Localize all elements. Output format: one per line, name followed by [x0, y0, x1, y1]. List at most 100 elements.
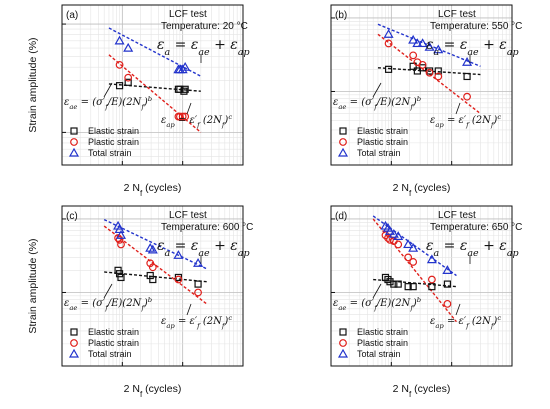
- x-axis-label-subscript: f: [140, 189, 143, 198]
- legend-label: Plastic strain: [88, 137, 139, 147]
- data-point-plastic: [178, 112, 187, 121]
- data-point-plastic: [148, 263, 157, 272]
- data-point-total: [424, 41, 435, 51]
- data-point-total: [114, 35, 125, 45]
- data-point-plastic: [425, 68, 434, 77]
- data-point-total: [442, 265, 453, 274]
- data-point-total: [384, 226, 396, 235]
- data-point-elastic: [428, 283, 436, 291]
- data-point-total: [115, 230, 127, 239]
- data-point-elastic: [149, 275, 157, 284]
- panel-label: (b): [335, 10, 347, 21]
- data-point-total: [147, 244, 158, 254]
- data-point-total: [180, 61, 191, 71]
- x-axis-label-unit: (cycles): [142, 383, 181, 395]
- data-point-plastic: [404, 253, 413, 262]
- data-point-plastic: [194, 288, 202, 297]
- equation-elastic-arrow: [103, 82, 113, 98]
- data-point-total: [408, 242, 419, 252]
- equation-elastic: εae = (σ′f/E)(2Nf)b: [333, 296, 421, 312]
- x-axis-label-subscript: f: [409, 189, 412, 198]
- x-axis-label: 2 Nf (cycles): [124, 182, 182, 198]
- data-point-plastic: [176, 112, 184, 121]
- data-point-total: [193, 258, 204, 267]
- data-point-plastic: [443, 299, 452, 308]
- legend-label: Total strain: [88, 148, 132, 158]
- legend-marker-elastic: [339, 328, 347, 336]
- data-point-elastic: [419, 64, 427, 72]
- data-point-total: [426, 254, 437, 264]
- equation-total: εa = εae + εap: [157, 37, 250, 58]
- data-point-total: [123, 42, 134, 52]
- data-point-elastic: [386, 278, 394, 286]
- x-axis-label-subscript: f: [409, 390, 412, 399]
- fit-line-total: [377, 23, 481, 67]
- legend-label: Total strain: [357, 349, 401, 359]
- data-point-elastic: [194, 280, 202, 288]
- legend-marker-plastic: [339, 138, 347, 146]
- data-point-plastic: [117, 240, 125, 249]
- data-point-elastic: [404, 283, 412, 291]
- data-point-plastic: [174, 275, 183, 284]
- panel-a: 2 Nf (cycles) Strain amplitude (%) (a) LCF …: [27, 4, 250, 198]
- x-axis-label-main: 2 N: [124, 182, 140, 194]
- legend-label: Plastic strain: [357, 137, 408, 147]
- legend-marker-elastic: [339, 127, 347, 135]
- data-point-elastic: [181, 85, 189, 93]
- equation-plastic: εap = ε′f (2Nf)c: [430, 113, 501, 129]
- data-point-plastic: [394, 240, 403, 249]
- legend-label: Total strain: [88, 349, 132, 359]
- data-point-elastic: [384, 65, 393, 73]
- data-point-elastic: [443, 280, 452, 288]
- equation-elastic-arrow: [372, 82, 382, 98]
- x-axis-label-main: 2 N: [393, 182, 409, 194]
- temperature-label: Temperature: 20 °C: [161, 21, 248, 32]
- equation-plastic: εap = ε′f (2Nf)c: [430, 314, 501, 330]
- x-axis-label-unit: (cycles): [411, 383, 450, 395]
- fit-line-total: [103, 218, 207, 270]
- legend-marker-total: [68, 147, 80, 157]
- x-axis-label-unit: (cycles): [142, 182, 181, 194]
- equation-total: εa = εae + εap: [426, 37, 519, 58]
- temperature-label: Temperature: 550 °C: [430, 21, 522, 32]
- x-axis-label: 2 Nf (cycles): [393, 383, 451, 399]
- legend-label: Elastic strain: [357, 327, 408, 337]
- legend-label: Total strain: [357, 148, 401, 158]
- fit-line-elastic: [377, 67, 481, 76]
- equation-plastic-arrow: [186, 102, 192, 115]
- test-name: LCF test: [169, 9, 207, 20]
- panel-label: (c): [66, 211, 78, 222]
- fit-line-total: [108, 27, 202, 77]
- test-name: LCF test: [438, 9, 476, 20]
- data-point-elastic: [390, 280, 398, 288]
- y-axis-label: Strain amplitude (%): [27, 238, 39, 333]
- data-point-plastic: [384, 39, 393, 48]
- equation-elastic: εae = (σ′f/E)(2Nf)b: [333, 95, 421, 111]
- plot-frame: [330, 205, 513, 367]
- data-point-plastic: [409, 51, 418, 60]
- legend-marker-elastic: [70, 328, 78, 336]
- legend-marker-total: [337, 348, 349, 358]
- equation-elastic-arrow: [103, 283, 113, 299]
- legend-label: Elastic strain: [88, 327, 139, 337]
- data-point-total: [403, 239, 414, 249]
- data-point-total: [408, 34, 419, 44]
- x-axis-label: 2 Nf (cycles): [124, 383, 182, 399]
- x-axis-label-main: 2 N: [124, 383, 140, 395]
- equation-elastic: εae = (σ′f/E)(2Nf)b: [64, 296, 152, 312]
- data-point-total: [177, 64, 188, 74]
- data-point-elastic: [384, 275, 392, 284]
- equation-elastic-arrow: [372, 283, 382, 299]
- plot-frame: [61, 4, 244, 166]
- data-point-elastic: [176, 85, 184, 93]
- data-point-total: [433, 44, 444, 54]
- legend-label: Elastic strain: [357, 126, 408, 136]
- plot-frame: [330, 4, 513, 166]
- x-axis-label-subscript: f: [140, 390, 143, 399]
- equation-plastic: εap = ε′f (2Nf)c: [161, 113, 232, 129]
- data-point-plastic: [181, 112, 190, 121]
- data-point-elastic: [409, 62, 417, 70]
- panel-label: (a): [66, 10, 78, 21]
- data-point-plastic: [434, 72, 443, 81]
